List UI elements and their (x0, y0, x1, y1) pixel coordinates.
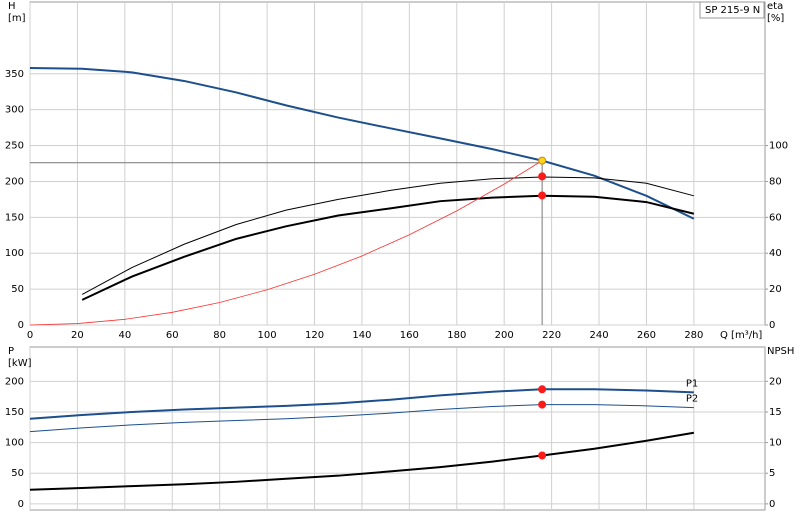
operating-point (538, 451, 547, 460)
curve (81, 194, 695, 301)
x-tick-label: 160 (400, 330, 419, 341)
y-tick-label: 250 (5, 141, 24, 152)
y2-tick-label: 5 (769, 468, 775, 479)
y2-axis-title: [%] (767, 13, 784, 24)
x-tick-label: 240 (589, 330, 608, 341)
y-axis-title: [kW] (8, 358, 32, 369)
x-tick-label: 100 (258, 330, 277, 341)
x-tick-label: 120 (305, 330, 324, 341)
x-tick-label: 260 (637, 330, 656, 341)
x-axis-title: Q [m³/h] (720, 330, 762, 341)
curve-label: SP 215-9 N (705, 5, 760, 16)
curve (29, 160, 543, 326)
y-tick-label: 100 (5, 248, 24, 259)
x-tick-label: 60 (166, 330, 179, 341)
legend-label: P1 (686, 378, 698, 389)
operating-point (538, 400, 547, 409)
x-tick-label: 80 (213, 330, 226, 341)
y2-tick-label: 80 (769, 176, 782, 187)
x-tick-label: 200 (495, 330, 514, 341)
x-tick-label: 0 (27, 330, 33, 341)
y2-tick-label: 40 (769, 248, 782, 259)
plot-area (29, 1, 766, 326)
curve (29, 388, 694, 420)
y2-tick-label: 20 (769, 376, 782, 387)
y2-axis-title: eta (767, 1, 783, 12)
y-tick-label: 150 (5, 407, 24, 418)
x-tick-label: 140 (352, 330, 371, 341)
y-axis-title: [m] (8, 13, 26, 24)
legend-label: P2 (686, 394, 698, 405)
curve (29, 404, 694, 433)
y-tick-label: 200 (5, 376, 24, 387)
y-tick-label: 350 (5, 69, 24, 80)
operating-point (538, 172, 547, 181)
plot-area (29, 346, 766, 511)
y-axis-title: H (8, 1, 16, 12)
y-tick-label: 50 (11, 284, 24, 295)
y-tick-label: 0 (18, 499, 24, 510)
y-tick-label: 150 (5, 212, 24, 223)
y-tick-label: 300 (5, 105, 24, 116)
curve (29, 67, 695, 220)
y2-tick-label: 0 (769, 499, 775, 510)
y-tick-label: 0 (18, 320, 24, 331)
y-tick-label: 200 (5, 176, 24, 187)
x-tick-label: 20 (71, 330, 84, 341)
x-tick-label: 40 (118, 330, 131, 341)
x-tick-label: 280 (684, 330, 703, 341)
y-tick-label: 50 (11, 468, 24, 479)
y2-tick-label: 60 (769, 212, 782, 223)
operating-point (538, 156, 547, 165)
operating-point (538, 191, 547, 200)
x-tick-label: 220 (542, 330, 561, 341)
y-tick-label: 100 (5, 438, 24, 449)
curve (81, 176, 694, 295)
x-tick-label: 180 (447, 330, 466, 341)
y2-tick-label: 15 (769, 407, 782, 418)
y2-axis-title: NPSH (767, 346, 794, 357)
label-box (699, 1, 765, 19)
curve (29, 431, 695, 491)
y2-tick-label: 100 (769, 141, 788, 152)
y-axis-title: P (8, 346, 14, 357)
operating-point (538, 385, 547, 394)
y2-tick-label: 20 (769, 284, 782, 295)
y2-tick-label: 10 (769, 438, 782, 449)
y2-tick-label: 0 (769, 320, 775, 331)
